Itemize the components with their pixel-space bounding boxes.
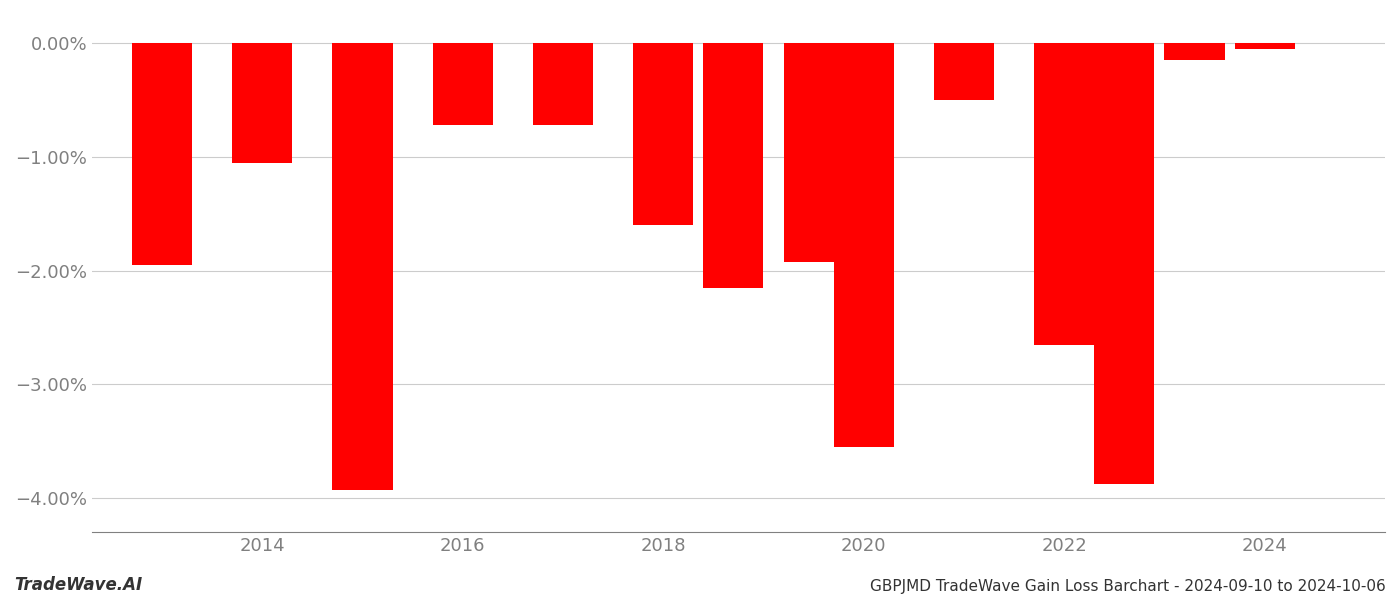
Bar — [1095, 43, 1155, 484]
Bar — [1235, 43, 1295, 49]
Bar — [132, 43, 192, 265]
Bar — [232, 43, 293, 163]
Bar — [433, 43, 493, 125]
Bar — [533, 43, 594, 125]
Bar — [633, 43, 693, 225]
Bar — [1035, 43, 1095, 344]
Bar — [784, 43, 844, 262]
Text: GBPJMD TradeWave Gain Loss Barchart - 2024-09-10 to 2024-10-06: GBPJMD TradeWave Gain Loss Barchart - 20… — [871, 579, 1386, 594]
Bar — [332, 43, 392, 490]
Bar — [934, 43, 994, 100]
Text: TradeWave.AI: TradeWave.AI — [14, 576, 143, 594]
Bar — [833, 43, 893, 447]
Bar — [703, 43, 763, 288]
Bar — [1165, 43, 1225, 61]
